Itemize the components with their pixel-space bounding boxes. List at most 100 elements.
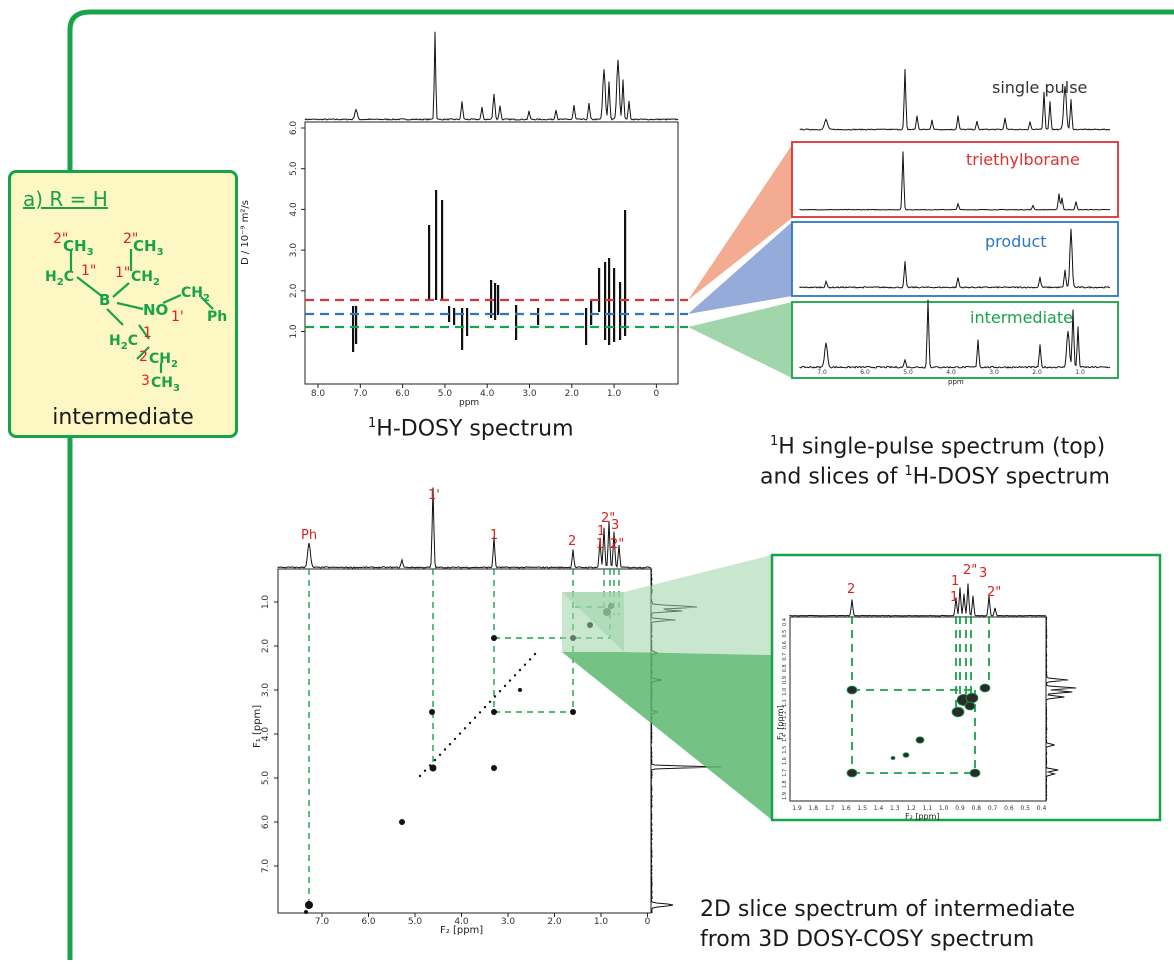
cosy-y-tick-label-5: 6.0 bbox=[261, 815, 271, 830]
zoom-x-tick-label-15: 0.4 bbox=[1037, 805, 1047, 812]
structure-footer: intermediate bbox=[52, 405, 194, 430]
zoom-peak-2 bbox=[969, 768, 981, 778]
dosy-peak-2 bbox=[428, 225, 431, 300]
label-1p: 1' bbox=[171, 309, 184, 325]
dosy-peak-7 bbox=[461, 308, 464, 350]
slices-caption-line2: and slices of 1H-DOSY spectrum bbox=[760, 464, 1110, 490]
zoom-peak-label-2pp: 2" bbox=[963, 563, 978, 578]
cosy-caption-line2: from 3D DOSY-COSY spectrum bbox=[700, 927, 1035, 952]
cosy-x-tick-label-5: 2.0 bbox=[547, 917, 562, 927]
zoom-y-tick-label-0: 0.4 bbox=[782, 618, 788, 626]
label-2pp-left: 2" bbox=[53, 231, 69, 247]
zoom-top-projection bbox=[789, 583, 1047, 617]
cosy-peak-label-1: 1 bbox=[490, 528, 499, 543]
dosy-y-tick-label-0: 6.0 bbox=[289, 121, 299, 136]
zoom-peak-label-2: 2 bbox=[847, 582, 856, 597]
dosy-peak-15 bbox=[590, 300, 593, 325]
single-pulse-trace bbox=[799, 69, 1111, 131]
fan-intermediate bbox=[688, 302, 792, 378]
dosy-plot-frame bbox=[304, 121, 679, 385]
zoom-y-tick-label-15: 1.9 bbox=[782, 792, 788, 800]
label-1: 1 bbox=[143, 325, 152, 341]
dosy-y-tick-label-1: 5.0 bbox=[289, 161, 299, 176]
dosy-peak-21 bbox=[624, 210, 627, 336]
dosy-peak-1 bbox=[355, 306, 358, 344]
zoom-peak-3 bbox=[915, 736, 925, 744]
cosy-diagonal-dot-21 bbox=[523, 663, 527, 666]
cosy-peak-label-1-c: 1 bbox=[596, 537, 605, 552]
cosy-peak-label-2pp-b: 2" bbox=[610, 537, 625, 552]
zoom-x-tick-label-12: 0.7 bbox=[988, 805, 998, 812]
slice-x-tick-label-3: 4.0 bbox=[946, 369, 956, 376]
cosy-x-label: F₂ [ppm] bbox=[440, 925, 484, 936]
zoom-y-tick-label-5: 0.9 bbox=[782, 676, 788, 684]
fan-product bbox=[688, 222, 792, 314]
dosy-peak-6 bbox=[453, 308, 456, 325]
dosy-y-axis: 6.0 5.0 4.0 3.0 2.0 1.0 bbox=[289, 121, 305, 339]
structure-bonds bbox=[69, 249, 214, 373]
dosy-x-tick-label-8: 0 bbox=[654, 389, 660, 399]
dosy-y-tick-label-3: 3.0 bbox=[289, 243, 299, 258]
zoom-peak-9 bbox=[964, 701, 976, 711]
atom-ch3-lower: CH3 bbox=[151, 375, 180, 394]
cosy-peak-1 bbox=[429, 764, 437, 772]
dosy-x-tick-label-1: 7.0 bbox=[353, 389, 368, 399]
cosy-peak-5 bbox=[491, 635, 497, 641]
cosy-x-tick-label-0: 7.0 bbox=[315, 917, 330, 927]
atom-ch3-top-right: CH3 bbox=[133, 237, 164, 258]
cosy-diagonal-dot-4 bbox=[438, 753, 442, 756]
slice-x-tick-label-2: 5.0 bbox=[903, 369, 913, 376]
slice-x-tick-label-6: 1.0 bbox=[1075, 369, 1085, 376]
slice-x-unit: ppm bbox=[948, 378, 964, 386]
label-triethylborane: triethylborane bbox=[966, 150, 1080, 169]
cosy-x-tick-label-7: 0 bbox=[645, 917, 651, 927]
cosy-peak-8 bbox=[399, 819, 405, 825]
fan-triethylborane bbox=[688, 145, 792, 300]
dosy-peak-0 bbox=[352, 306, 355, 352]
zoom-x-tick-label-7: 1.2 bbox=[906, 805, 916, 812]
cosy-top-projection bbox=[277, 487, 652, 569]
zoom-y-tick-label-12: 1.6 bbox=[782, 757, 788, 765]
dosy-x-tick-label-4: 4.0 bbox=[480, 389, 495, 399]
intermediate-trace bbox=[799, 299, 1111, 369]
zoom-y-tick-label-8: 1.2 bbox=[782, 711, 788, 719]
cosy-x-tick-label-6: 1.0 bbox=[594, 917, 609, 927]
zoom-x-tick-label-9: 1.0 bbox=[939, 805, 949, 812]
cosy-y-tick-label-0: 1.0 bbox=[261, 595, 271, 610]
cosy-diagonal-dot-7 bbox=[453, 737, 457, 741]
zoom-peak-8 bbox=[979, 683, 991, 693]
zoom-y-tick-label-2: 0.6 bbox=[782, 641, 788, 649]
cosy-peak-label-1-b: 1 bbox=[597, 524, 606, 539]
dosy-x-unit: ppm bbox=[459, 398, 480, 408]
label-single-pulse: single pulse bbox=[992, 78, 1088, 97]
zoom-peak-1 bbox=[846, 768, 858, 778]
cosy-diagonal-dot-10 bbox=[468, 721, 472, 725]
dosy-spectrum: 8.0 7.0 6.0 5.0 4.0 3.0 2.0 1.0 0 6.0 5.0 4.0 3.0 2.… bbox=[289, 31, 688, 399]
cosy-peak-7 bbox=[429, 709, 435, 715]
atom-ch2-right: CH2 bbox=[131, 269, 160, 288]
dosy-peak-4 bbox=[441, 200, 444, 300]
zoom-peak-label-3: 3 bbox=[979, 566, 988, 581]
cosy-diagonal-dot-19 bbox=[513, 674, 517, 677]
atom-ch3-top-left: CH3 bbox=[63, 237, 94, 258]
label-intermediate: intermediate bbox=[970, 308, 1073, 327]
label-1pp-right: 1" bbox=[115, 265, 131, 281]
zoom-x-axis: 1.9 1.8 1.7 1.6 1.5 1.4 1.3 1.2 1.1 1.0 0.9 0.8 0.7 0… bbox=[792, 805, 1046, 812]
cosy-peak-label-1p: 1' bbox=[428, 488, 440, 503]
dosy-peak-3 bbox=[435, 190, 438, 300]
dosy-peak-13 bbox=[537, 308, 540, 325]
cosy-diagonal-dot-11 bbox=[473, 716, 477, 719]
zoom-x-tick-label-2: 1.7 bbox=[825, 805, 835, 812]
product-box bbox=[791, 221, 1119, 297]
cosy-peak-2 bbox=[491, 709, 497, 715]
cosy-diagonal-dot-13 bbox=[483, 705, 487, 709]
zoom-x-tick-label-8: 1.1 bbox=[923, 805, 933, 812]
cosy-x-tick-label-1: 6.0 bbox=[361, 917, 376, 927]
cosy-diagonal-dot-5 bbox=[443, 748, 447, 751]
zoom-y-tick-label-14: 1.8 bbox=[782, 780, 788, 788]
cosy-x-tick-label-3: 4.0 bbox=[454, 917, 469, 927]
zoom-x-label: F₂ [ppm] bbox=[905, 812, 940, 821]
cosy-diagonal-dot-2 bbox=[428, 764, 432, 767]
zoom-peak-label-1: 1 bbox=[951, 574, 960, 589]
